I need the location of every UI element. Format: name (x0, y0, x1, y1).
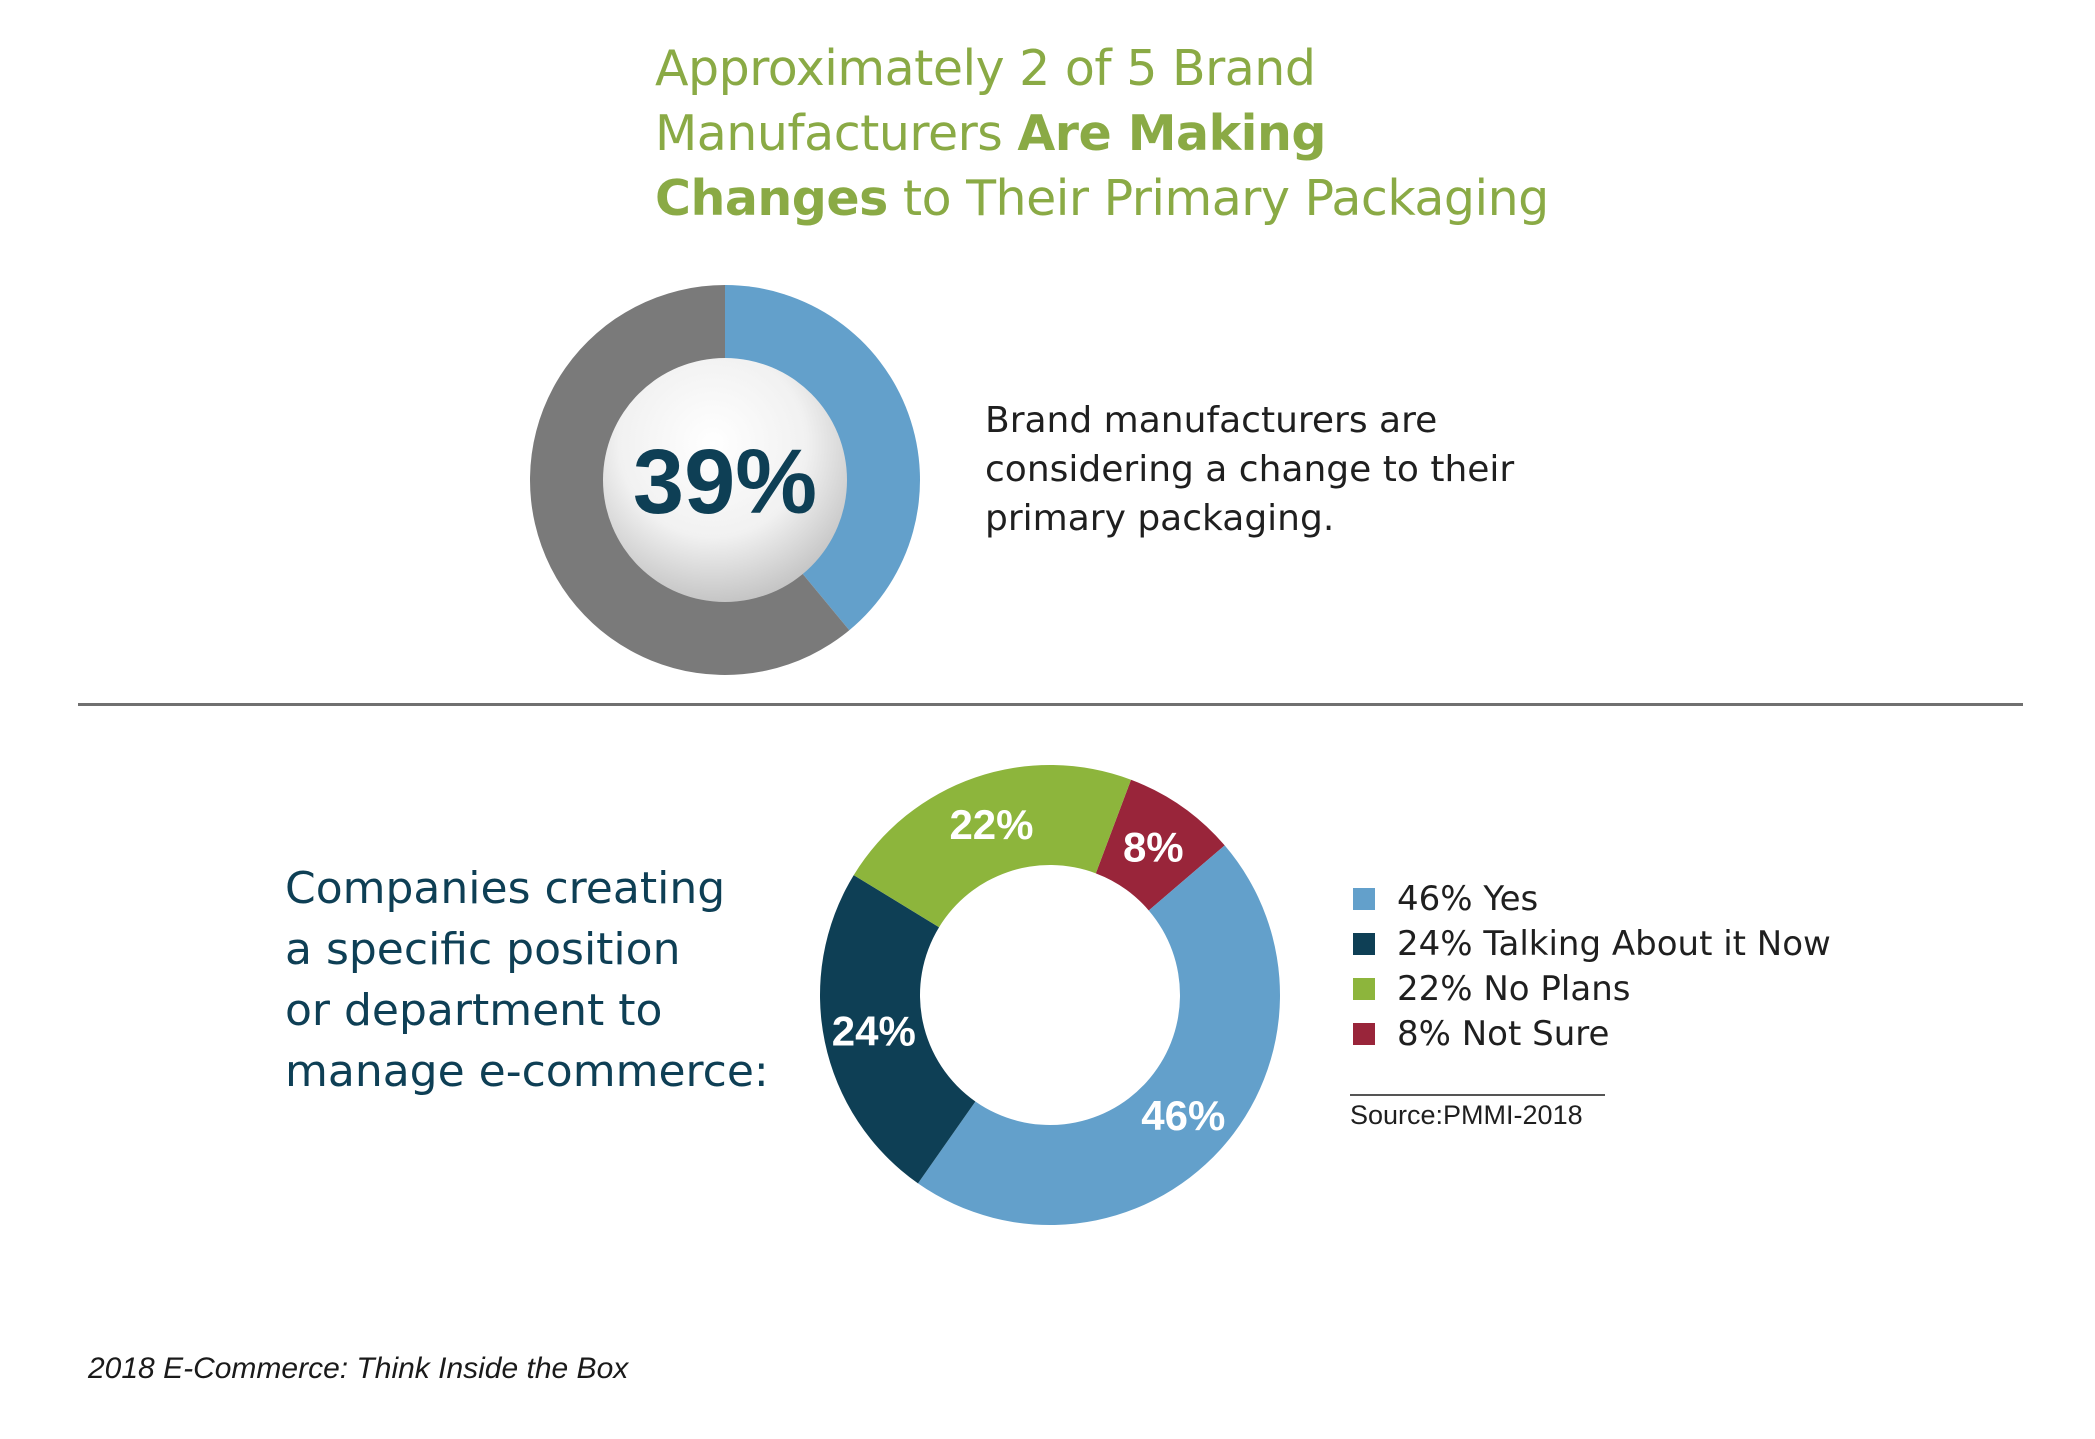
donut-slice-yes (917, 845, 1280, 1225)
chart-legend: 46% Yes 24% Talking About it Now 22% No … (1353, 876, 1831, 1056)
donut-chart-ecommerce: 8% 46% 24% 22% (820, 765, 1280, 1225)
title-line-3: Changes to Their Primary Packaging (655, 166, 1655, 231)
donut-slice-label: 22% (949, 801, 1033, 848)
section2-description-line: Companies creating (285, 863, 726, 914)
legend-item-talking: 24% Talking About it Now (1353, 921, 1831, 966)
legend-swatch (1353, 932, 1375, 955)
donut-chart-39: 39% (530, 285, 920, 675)
title-line-2: Manufacturers Are Making (655, 101, 1655, 166)
title-line-3-bold: Changes (655, 170, 888, 227)
legend-label: 8% Not Sure (1397, 1013, 1610, 1054)
legend-swatch (1353, 977, 1375, 1000)
section2-description-line: a specific position (285, 924, 681, 975)
section1-description-line: Brand manufacturers are (985, 400, 1438, 441)
footer-title: 2018 E-Commerce: Think Inside the Box (88, 1352, 629, 1385)
donut-slice-no-plans (853, 765, 1132, 928)
legend-label: 22% No Plans (1397, 968, 1631, 1009)
title-line-3-plain: to Their Primary Packaging (887, 170, 1549, 227)
page-title: Approximately 2 of 5 Brand Manufacturers… (655, 36, 1655, 231)
donut-slice-talking-about-it-now (820, 875, 976, 1184)
title-line-2-plain: Manufacturers (655, 105, 1018, 162)
section2-description-line: or department to (285, 985, 663, 1036)
legend-label: 24% Talking About it Now (1397, 923, 1831, 964)
donut-slice-label: 24% (832, 1008, 916, 1055)
donut-slice-label: 46% (1141, 1092, 1225, 1139)
section-divider (78, 703, 2023, 706)
source-rule (1350, 1094, 1605, 1096)
donut-slice-not-sure (1095, 779, 1225, 911)
donut-center-disc (603, 358, 847, 602)
legend-item-not-sure: 8% Not Sure (1353, 1011, 1831, 1056)
source-note: Source:PMMI-2018 (1350, 1100, 1583, 1130)
donut-center-label: 39% (633, 431, 817, 533)
section1-description: Brand manufacturers are considering a ch… (985, 396, 1685, 543)
donut-slice-label: 8% (1123, 824, 1184, 871)
legend-swatch (1353, 887, 1375, 910)
legend-label: 46% Yes (1397, 878, 1539, 919)
legend-item-no-plans: 22% No Plans (1353, 966, 1831, 1011)
title-line-1: Approximately 2 of 5 Brand (655, 40, 1316, 97)
section2-description: Companies creating a specific position o… (285, 858, 845, 1102)
section1-description-line: primary packaging. (985, 498, 1335, 539)
section1-description-line: considering a change to their (985, 449, 1515, 490)
section2-description-line: manage e-commerce: (285, 1046, 769, 1097)
title-line-2-bold: Are Making (1017, 105, 1326, 162)
legend-item-yes: 46% Yes (1353, 876, 1831, 921)
legend-swatch (1353, 1022, 1375, 1045)
